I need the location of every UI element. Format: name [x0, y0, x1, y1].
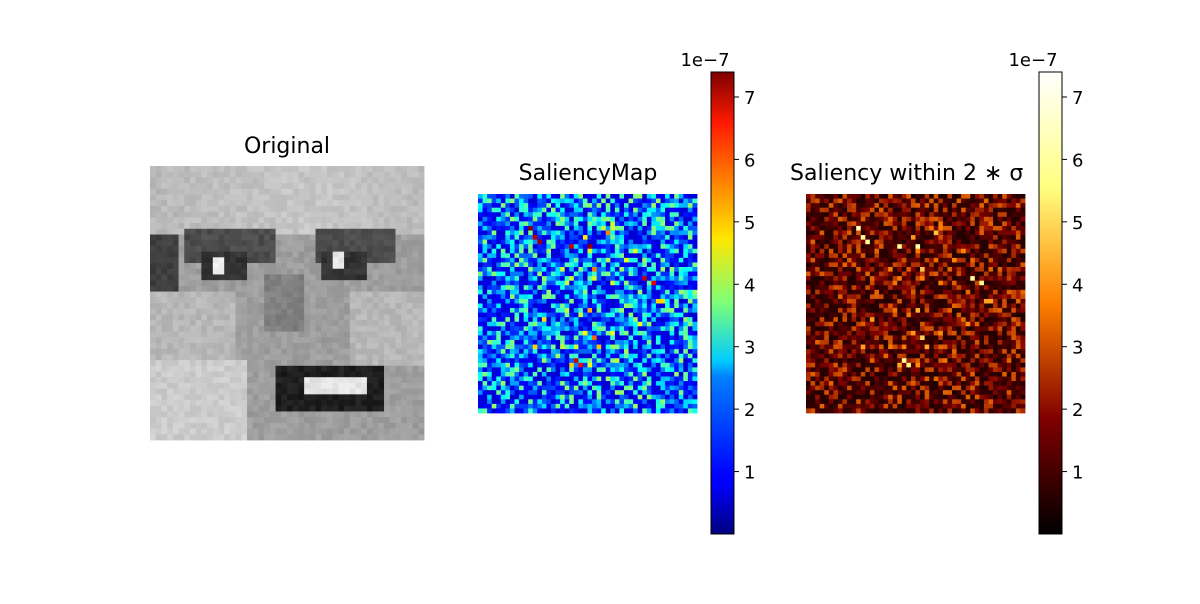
thresholded-colorbar [1039, 72, 1062, 534]
colorbar-tick-label: 7 [1072, 88, 1083, 109]
colorbar-tick-label: 3 [744, 338, 755, 359]
saliency-colorbar [711, 72, 734, 534]
original-image [150, 166, 424, 440]
colorbar-tick-label: 5 [744, 213, 755, 234]
colorbar-tick-label: 1 [1072, 463, 1083, 484]
colorbar-tick-label: 4 [744, 275, 755, 296]
colorbar-tick-label: 6 [1072, 150, 1083, 171]
colorbar-tick-label: 2 [1072, 400, 1083, 421]
original-title: Original [244, 134, 330, 159]
thresholded-colorbar-offset: 1e−7 [1008, 50, 1057, 71]
colorbar-tick-label: 3 [1072, 338, 1083, 359]
saliency-colorbar-offset: 1e−7 [680, 50, 729, 71]
colorbar-tick-label: 5 [1072, 213, 1083, 234]
thresholded-colorbar-ticks: 1 2 3 4 5 6 7 [1062, 88, 1083, 484]
saliency-colorbar-ticks: 1 2 3 4 5 6 7 [734, 88, 755, 484]
colorbar-tick-label: 2 [744, 400, 755, 421]
colorbar-tick-label: 4 [1072, 275, 1083, 296]
saliency-map-image [478, 194, 697, 413]
colorbar-tick-label: 1 [744, 463, 755, 484]
saliency-map-title: SaliencyMap [519, 161, 658, 186]
colorbar-tick-label: 7 [744, 88, 755, 109]
thresholded-saliency-title: Saliency within 2 ∗ σ [790, 161, 1023, 186]
thresholded-saliency-image [806, 194, 1025, 413]
colorbar-tick-label: 6 [744, 150, 755, 171]
